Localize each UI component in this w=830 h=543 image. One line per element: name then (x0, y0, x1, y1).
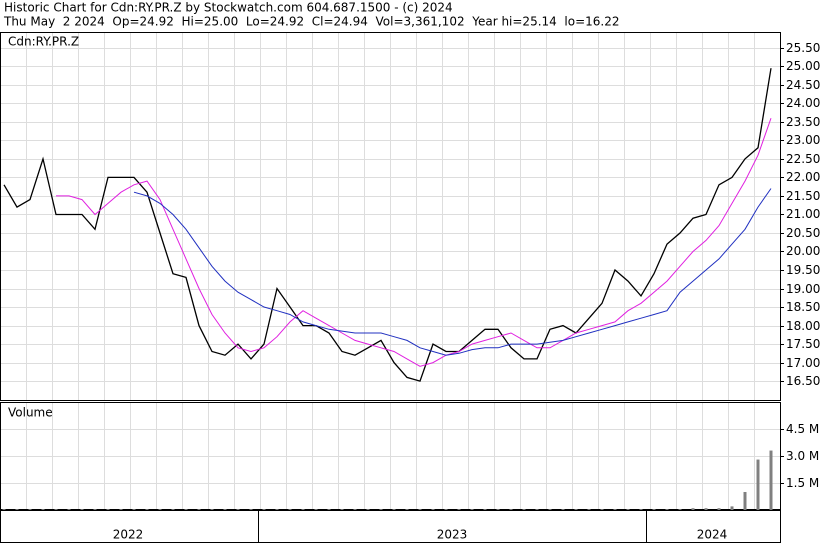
year-label: 2024 (697, 528, 728, 542)
volume-bar (730, 506, 734, 510)
y-tick-label: 18.50 (786, 300, 820, 314)
y-tick-label: 3.0 M (786, 449, 819, 463)
volume-bar (431, 509, 435, 510)
volume-bar (405, 509, 409, 510)
volume-bar (28, 509, 32, 510)
y-tick-label: 17.50 (786, 337, 820, 351)
price-frame (0, 32, 781, 401)
volume-bar (93, 509, 97, 510)
volume-bar (613, 509, 617, 510)
y-tick-label: 4.5 M (786, 422, 819, 436)
volume-bar (379, 509, 383, 510)
volume-bar (639, 509, 643, 510)
volume-bar (444, 509, 448, 510)
volume-bar (145, 509, 149, 510)
volume-bar (691, 508, 695, 510)
volume-bar (249, 509, 253, 510)
header-line: Thu May 2 2024 Op=24.92 Hi=25.00 Lo=24.9… (3, 15, 620, 29)
y-tick-label: 20.00 (786, 244, 820, 258)
volume-bar (769, 450, 773, 510)
volume-bar (210, 509, 214, 510)
volume-bar (171, 509, 175, 510)
volume-bar (158, 509, 162, 510)
volume-bar (756, 459, 760, 510)
volume-bar (535, 509, 539, 510)
panel-title: Cdn:RY.PR.Z (8, 35, 79, 49)
y-tick-label: 20.50 (786, 226, 820, 240)
volume-bar (366, 509, 370, 510)
y-tick-label: 25.00 (786, 59, 820, 73)
volume-bar (418, 509, 422, 510)
volume-bar (561, 509, 565, 510)
volume-bar (41, 509, 45, 510)
price-line (133, 188, 772, 356)
volume-bar (717, 508, 721, 510)
volume-bar (574, 509, 578, 510)
y-tick-label: 21.50 (786, 189, 820, 203)
header-line: Historic Chart for Cdn:RY.PR.Z by Stockw… (4, 1, 453, 15)
volume-bar (392, 509, 396, 510)
y-tick-label: 19.50 (786, 263, 820, 277)
volume-bar (197, 509, 201, 510)
volume-bar (626, 509, 630, 510)
y-tick-label: 18.00 (786, 319, 820, 333)
volume-bar (652, 509, 656, 510)
volume-bar (496, 509, 500, 510)
y-tick-label: 22.00 (786, 170, 820, 184)
volume-bar (262, 509, 266, 510)
volume-bar (522, 509, 526, 510)
volume-bar (301, 509, 305, 510)
volume-bar (106, 509, 110, 510)
price-line (56, 118, 772, 367)
y-tick-label: 24.50 (786, 78, 820, 92)
volume-bar (236, 509, 240, 510)
y-tick-label: 22.50 (786, 152, 820, 166)
volume-bar (15, 509, 19, 510)
volume-bar (288, 509, 292, 510)
price-line (3, 68, 772, 382)
volume-bar (483, 509, 487, 510)
y-tick-label: 17.00 (786, 356, 820, 370)
year-label: 2023 (437, 528, 468, 542)
y-tick-label: 23.00 (786, 133, 820, 147)
volume-bar (54, 509, 58, 510)
volume-bar (80, 509, 84, 510)
y-tick-label: 21.00 (786, 207, 820, 221)
volume-bar (678, 509, 682, 510)
volume-bar (665, 509, 669, 510)
volume-bar (457, 509, 461, 510)
volume-bar (509, 509, 513, 510)
volume-bar (275, 509, 279, 510)
volume-bar (353, 509, 357, 510)
y-tick-label: 23.50 (786, 115, 820, 129)
volume-bar (340, 509, 344, 510)
volume-bar (67, 509, 71, 510)
volume-bar (587, 509, 591, 510)
volume-bar (743, 491, 747, 510)
year-label: 2022 (113, 528, 144, 542)
volume-bar (470, 509, 474, 510)
y-tick-label: 25.50 (786, 41, 820, 55)
volume-bar (314, 509, 318, 510)
panel-title: Volume (8, 406, 53, 420)
volume-bar (2, 509, 6, 510)
volume-bar (132, 509, 136, 510)
y-tick-label: 16.50 (786, 374, 820, 388)
volume-bar (119, 509, 123, 510)
y-tick-label: 19.00 (786, 282, 820, 296)
volume-bar (704, 508, 708, 510)
volume-bar (600, 509, 604, 510)
volume-bar (548, 509, 552, 510)
volume-bar (327, 509, 331, 510)
volume-bar (184, 509, 188, 510)
volume-bar (223, 509, 227, 510)
y-tick-label: 24.00 (786, 96, 820, 110)
y-tick-label: 1.5 M (786, 476, 819, 490)
